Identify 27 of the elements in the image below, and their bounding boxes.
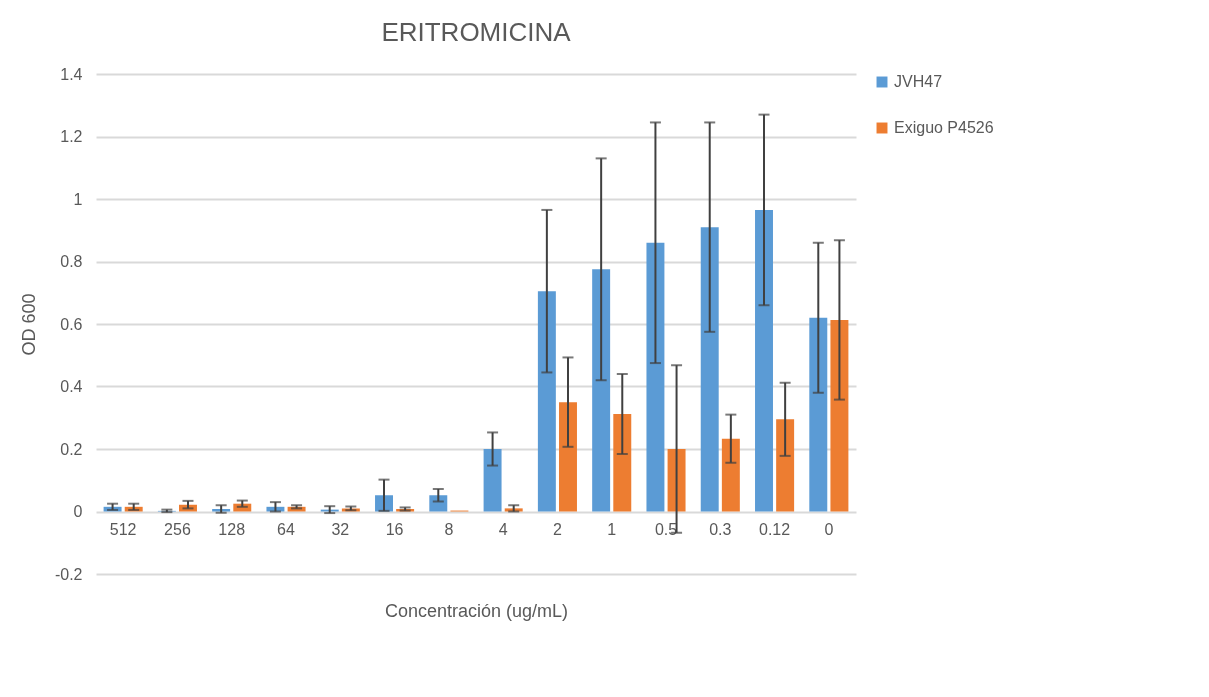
x-tick-label: 1	[607, 521, 617, 538]
y-tick-label: 0.2	[60, 440, 83, 458]
y-tick-label: 0.4	[60, 378, 83, 395]
x-tick-label: 0.12	[759, 521, 791, 538]
x-tick-label: 4	[498, 521, 508, 538]
y-tick-label: 0.6	[60, 315, 83, 333]
x-tick-label: 16	[385, 521, 404, 538]
y-tick-label: 1.4	[60, 65, 83, 83]
x-tick-label: 8	[444, 521, 454, 538]
x-tick-label: 32	[331, 521, 350, 538]
chart-title: ERITROMICINA	[381, 17, 572, 47]
y-tick-label: 0	[73, 503, 83, 520]
x-tick-label: 2	[552, 521, 562, 538]
x-axis-title: Concentración (ug/mL)	[384, 600, 569, 621]
x-tick-label: 128	[218, 521, 246, 538]
legend-label: JVH47	[894, 73, 943, 90]
x-tick-label: 0	[824, 521, 834, 538]
x-tick-label: 512	[109, 521, 137, 538]
y-tick-label: 1	[73, 190, 83, 208]
y-tick-label: -0.2	[54, 565, 83, 583]
y-axis-title: OD 600	[18, 293, 39, 356]
legend-label: Exiguo P4526	[894, 119, 994, 136]
y-tick-label: 1.2	[60, 128, 83, 145]
x-tick-label: 64	[277, 521, 295, 538]
x-tick-label: 256	[164, 521, 191, 538]
x-tick-label: 0.3	[709, 521, 732, 538]
y-tick-label: 0.8	[60, 253, 83, 270]
